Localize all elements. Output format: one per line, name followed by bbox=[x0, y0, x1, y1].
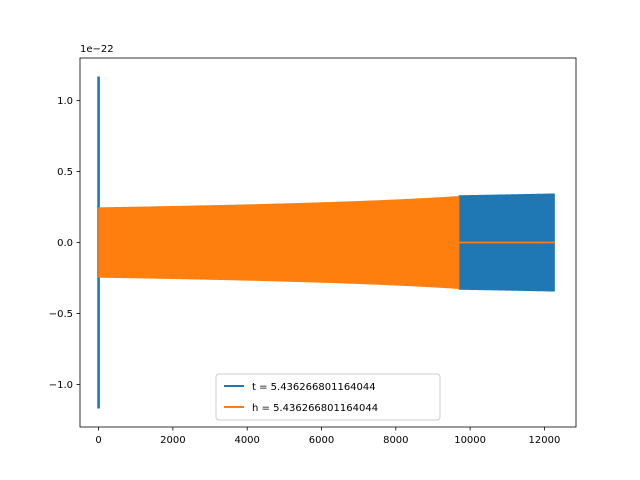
series-h-waveform bbox=[98, 196, 460, 289]
y-tick-label: 1.0 bbox=[57, 96, 73, 107]
plot-area bbox=[97, 76, 555, 409]
legend-label-t: t = 5.436266801164044 bbox=[252, 382, 376, 393]
x-tick-label: 4000 bbox=[234, 435, 259, 446]
legend-box bbox=[215, 373, 441, 421]
x-tick-label: 10000 bbox=[454, 435, 486, 446]
y-axis: −1.0 −0.5 0.0 0.5 1.0 bbox=[49, 96, 80, 391]
x-tick-label: 6000 bbox=[309, 435, 334, 446]
y-tick-label: 0.5 bbox=[57, 167, 73, 178]
x-axis: 0 2000 4000 6000 8000 10000 12000 bbox=[95, 427, 560, 446]
y-offset-text: 1e−22 bbox=[80, 44, 114, 55]
y-tick-label: 0.0 bbox=[57, 238, 73, 249]
y-tick-label: −1.0 bbox=[49, 380, 73, 391]
legend: t = 5.436266801164044 h = 5.436266801164… bbox=[215, 373, 441, 421]
x-tick-label: 2000 bbox=[160, 435, 185, 446]
legend-label-h: h = 5.436266801164044 bbox=[252, 403, 378, 414]
y-tick-label: −0.5 bbox=[49, 309, 73, 320]
x-tick-label: 0 bbox=[95, 435, 101, 446]
x-tick-label: 8000 bbox=[383, 435, 408, 446]
x-tick-label: 12000 bbox=[529, 435, 561, 446]
